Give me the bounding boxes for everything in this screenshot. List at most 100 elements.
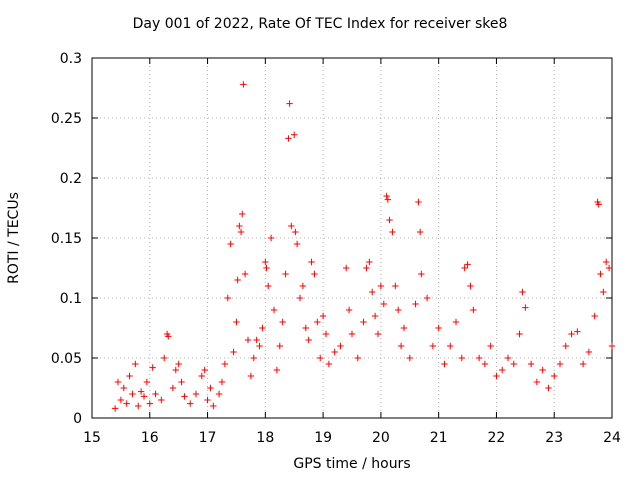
data-point — [210, 402, 217, 410]
data-point — [467, 282, 474, 290]
data-point — [120, 384, 127, 392]
x-tick-label: 22 — [488, 430, 506, 446]
data-point — [533, 378, 541, 386]
data-point — [516, 330, 523, 338]
data-point — [165, 333, 172, 340]
x-tick-label: 21 — [430, 430, 448, 446]
data-point — [392, 282, 399, 290]
data-point — [227, 240, 234, 248]
x-tick-label: 16 — [141, 430, 159, 446]
data-point — [464, 261, 471, 268]
data-point — [308, 258, 315, 266]
data-point — [282, 270, 289, 278]
data-point — [519, 288, 526, 296]
data-point — [181, 393, 188, 400]
data-point — [178, 378, 185, 386]
data-point — [499, 366, 506, 374]
data-point — [545, 384, 552, 392]
data-point — [143, 378, 151, 386]
data-point — [137, 388, 145, 395]
data-point — [311, 270, 318, 278]
data-point — [539, 366, 546, 374]
data-point — [363, 264, 370, 272]
data-point — [276, 342, 283, 350]
data-point — [605, 264, 613, 272]
data-point — [441, 360, 448, 368]
data-point — [384, 196, 392, 203]
data-point — [111, 405, 119, 412]
data-point — [126, 372, 133, 380]
data-point — [263, 264, 270, 272]
data-point — [187, 400, 194, 407]
data-point — [291, 131, 298, 138]
data-point — [262, 258, 269, 266]
data-point — [270, 306, 278, 314]
x-tick-label: 23 — [545, 430, 563, 446]
data-point — [493, 372, 500, 380]
data-point — [331, 348, 338, 356]
data-point — [201, 366, 208, 374]
data-point — [447, 342, 454, 350]
data-point — [369, 288, 376, 296]
data-point — [400, 324, 408, 332]
data-point — [230, 348, 237, 356]
data-point — [250, 354, 257, 362]
data-point — [207, 384, 214, 392]
data-point — [241, 270, 249, 278]
data-point — [504, 354, 512, 362]
x-tick-label: 18 — [256, 430, 274, 446]
data-point — [360, 318, 367, 326]
data-point — [292, 228, 299, 236]
data-point — [279, 318, 286, 326]
data-point — [452, 318, 460, 326]
data-point — [415, 198, 422, 206]
data-point — [273, 366, 281, 374]
data-point — [568, 330, 575, 338]
data-point — [458, 354, 465, 362]
data-point — [192, 390, 200, 398]
data-point — [527, 360, 535, 368]
y-tick-label: 0.1 — [60, 291, 82, 307]
data-point — [348, 330, 356, 338]
data-point — [293, 240, 301, 248]
data-point — [475, 354, 483, 362]
y-tick-label: 0.05 — [51, 351, 82, 367]
y-tick-label: 0.15 — [51, 231, 82, 247]
chart-title: Day 001 of 2022, Rate Of TEC Index for r… — [132, 16, 508, 32]
data-point — [395, 306, 402, 314]
data-point — [377, 282, 385, 290]
data-point — [380, 300, 387, 308]
data-point — [366, 258, 373, 266]
data-point — [551, 372, 558, 380]
data-point — [221, 360, 229, 368]
data-point — [253, 336, 260, 344]
data-point — [299, 282, 307, 290]
data-point — [256, 342, 263, 350]
data-point — [487, 342, 494, 350]
data-point — [418, 270, 425, 278]
data-point — [247, 372, 255, 380]
data-point — [429, 342, 437, 350]
data-point — [123, 400, 130, 407]
data-point — [595, 201, 602, 208]
data-point — [169, 384, 177, 392]
data-point — [562, 342, 569, 350]
data-point — [305, 336, 312, 344]
data-point — [591, 312, 598, 320]
data-point — [244, 336, 252, 344]
data-point — [389, 228, 396, 236]
data-point — [285, 135, 292, 142]
x-tick-label: 19 — [314, 430, 332, 446]
data-point — [204, 396, 211, 404]
data-point — [317, 354, 324, 362]
data-point — [510, 360, 517, 368]
data-point — [522, 304, 529, 311]
data-point — [412, 300, 419, 308]
data-point — [152, 390, 159, 398]
data-point — [597, 270, 604, 278]
data-point — [114, 378, 122, 386]
data-point — [237, 228, 245, 236]
y-tick-label: 0.2 — [60, 171, 82, 187]
y-tick-label: 0 — [73, 411, 82, 427]
